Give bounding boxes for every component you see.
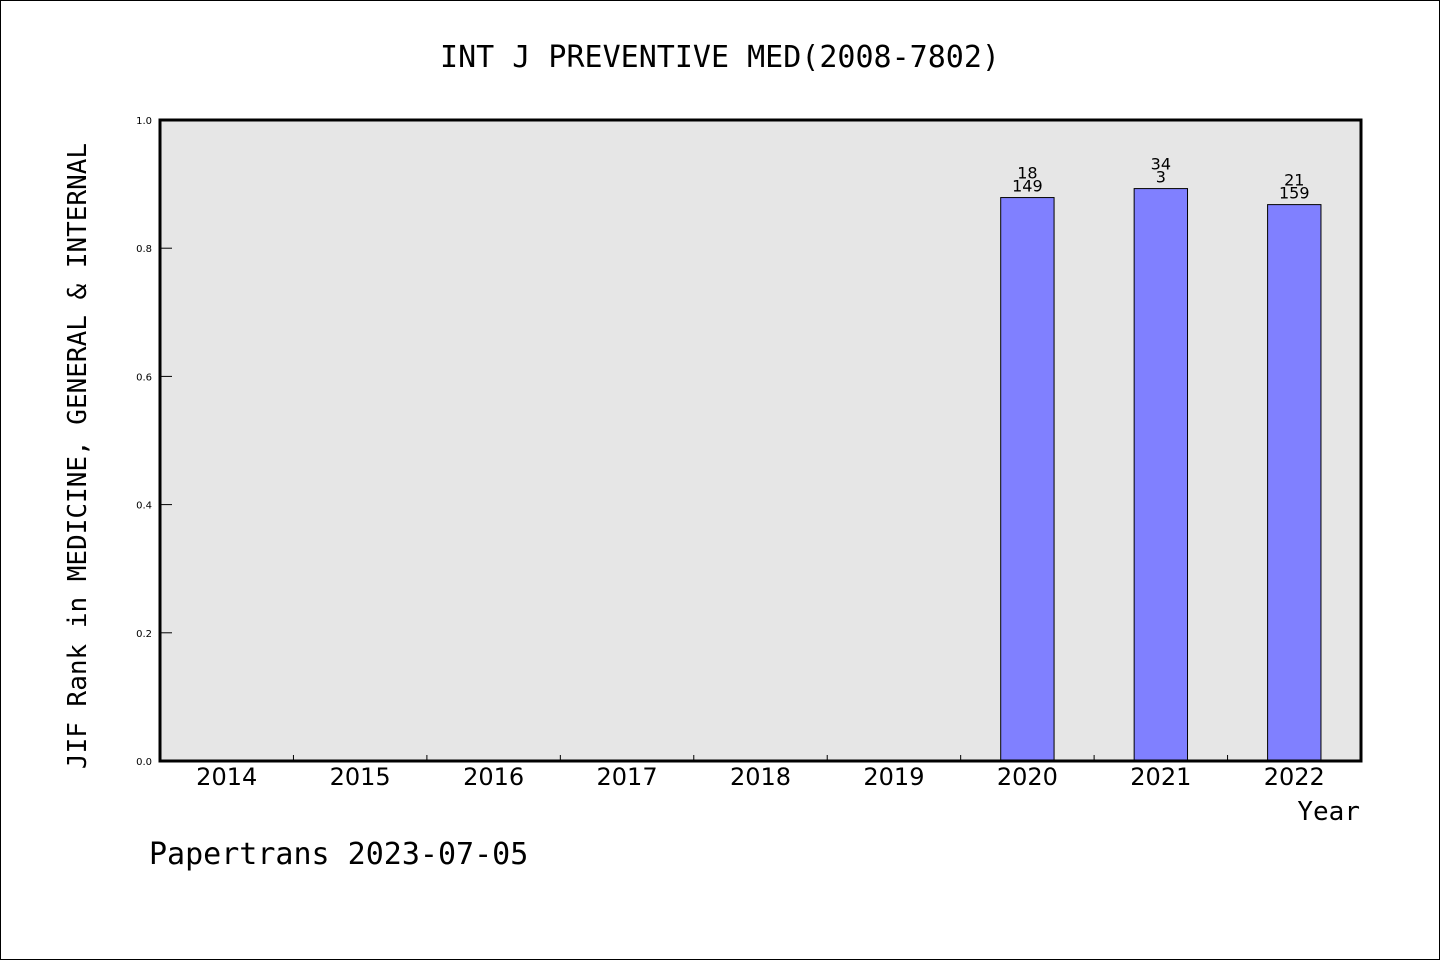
bar-2021: [1133, 188, 1189, 762]
x-tick-label-2022: 2022: [1264, 763, 1325, 791]
x-tick-label-2020: 2020: [997, 763, 1058, 791]
bar-2020: [1000, 197, 1055, 762]
bar-label-rank-2021: 34: [1151, 155, 1171, 174]
x-tick-label-2017: 2017: [597, 763, 658, 791]
footer-credit: Papertrans 2023-07-05: [149, 837, 528, 872]
x-ticks-group: 2014 2015 2016 2017 2018 2019 2020 2021 2022: [196, 755, 1325, 791]
bar-label-total-2020: 149: [1012, 177, 1043, 196]
y-tick-label-0.2: 0.2: [136, 629, 152, 640]
x-tick-label-2016: 2016: [463, 763, 524, 791]
y-tick-label-1.0: 1.0: [136, 116, 152, 127]
y-tick-label-0.4: 0.4: [136, 501, 152, 512]
y-tick-label-0.6: 0.6: [136, 372, 152, 383]
x-tick-label-2021: 2021: [1130, 763, 1191, 791]
chart-title: INT J PREVENTIVE MED(2008-7802): [440, 40, 1000, 75]
bar-label-total-2021: 3: [1156, 168, 1166, 187]
bar-label-total-2022: 159: [1279, 184, 1310, 203]
x-tick-label-2015: 2015: [330, 763, 391, 791]
y-ticks-group: 0.0 0.2 0.4 0.6 0.8 1.0: [136, 116, 172, 768]
x-tick-label-2014: 2014: [196, 763, 257, 791]
y-tick-label-0.8: 0.8: [136, 244, 152, 255]
plot-border: [158, 118, 1363, 763]
x-tick-label-2018: 2018: [730, 763, 791, 791]
x-tick-label-2019: 2019: [863, 763, 924, 791]
y-tick-label-0.0: 0.0: [136, 757, 152, 768]
bar-label-rank-2020: 18: [1017, 164, 1037, 183]
bars-group: [1000, 188, 1322, 762]
bar-label-rank-2022: 21: [1284, 171, 1304, 190]
bar-2022: [1267, 204, 1322, 762]
y-axis-label: JIF Rank in MEDICINE, GENERAL & INTERNAL: [63, 143, 93, 769]
x-axis-label: Year: [1297, 797, 1360, 827]
